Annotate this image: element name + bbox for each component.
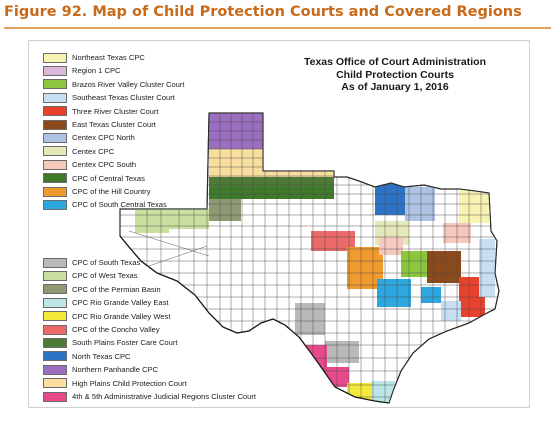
legend-label: South Plains Foster Care Court: [72, 338, 178, 348]
legend-item: South Plains Foster Care Court: [43, 337, 178, 348]
legend-label: CPC of the Hill Country: [72, 187, 151, 196]
legend-item: CPC of Central Texas: [43, 173, 145, 184]
legend-swatch: [43, 79, 67, 90]
legend-item: North Texas CPC: [43, 351, 131, 362]
legend-item: Centex CPC South: [43, 159, 136, 170]
legend-swatch: [43, 199, 67, 210]
legend-item: CPC of South Texas: [43, 257, 140, 268]
legend-swatch: [43, 186, 67, 197]
legend-label: High Plains Child Protection Court: [72, 378, 187, 388]
legend-label: Centex CPC South: [72, 160, 137, 170]
map-frame: Texas Office of Court Administration Chi…: [28, 40, 530, 408]
legend-label: CPC of Central Texas: [72, 173, 145, 183]
region-west-texas: [135, 209, 169, 233]
map-heading-line2: Child Protection Courts: [336, 68, 454, 81]
legend-item: Three River Cluster Court: [43, 106, 159, 117]
legend-item: Region 1 CPC: [43, 65, 121, 76]
legend-item: Brazos River Valley Cluster Court: [43, 79, 185, 90]
legend-swatch: [43, 337, 67, 348]
legend-item: CPC of South Central Texas: [43, 199, 167, 210]
title-rule: [4, 27, 551, 29]
legend-label: CPC of South Central Texas: [72, 200, 167, 210]
legend-label: East Texas Cluster Court: [72, 120, 156, 129]
region-concho-valley: [311, 231, 355, 251]
legend-item: CPC of the Concho Valley: [43, 324, 160, 335]
figure-title: Figure 92. Map of Child Protection Court…: [4, 4, 522, 20]
legend-swatch: [43, 378, 67, 389]
region-high-plains: [209, 149, 263, 171]
legend-item: East Texas Cluster Court: [43, 119, 156, 130]
map-heading: Texas Office of Court Administration Chi…: [297, 56, 493, 94]
legend-item: CPC of the Hill Country: [43, 186, 151, 197]
legend-swatch: [43, 311, 67, 322]
legend-label: Centex CPC: [72, 146, 115, 156]
rio-grande-border: [119, 235, 390, 404]
legend-label: North Texas CPC: [72, 351, 131, 361]
legend-label: CPC Rio Grande Valley West: [72, 311, 171, 321]
legend-item: Southeast Texas Cluster Court: [43, 92, 175, 103]
legend-label: Northeast Texas CPC: [72, 53, 145, 62]
legend-item: Centex CPC: [43, 146, 114, 157]
legend-swatch: [43, 257, 67, 268]
region-south-central: [377, 279, 411, 307]
legend-label: CPC of the Concho Valley: [72, 325, 160, 334]
legend-swatch: [43, 173, 67, 184]
legend-swatch: [43, 159, 67, 170]
legend-label: Brazos River Valley Cluster Court: [72, 79, 185, 89]
legend-swatch: [43, 106, 67, 117]
region-brazos-river: [401, 251, 427, 277]
legend-label: CPC of West Texas: [72, 271, 138, 281]
legend-label: Region 1 CPC: [72, 66, 121, 76]
legend-label: Southeast Texas Cluster Court: [72, 93, 175, 103]
legend-swatch: [43, 65, 67, 76]
legend-item: Centex CPC North: [43, 132, 135, 143]
legend-item: High Plains Child Protection Court: [43, 378, 187, 389]
legend-item: CPC Rio Grande Valley West: [43, 311, 170, 322]
map-heading-line3: As of January 1, 2016: [341, 81, 449, 93]
legend-item: Northeast Texas CPC: [43, 52, 145, 63]
legend-swatch: [43, 132, 67, 143]
legend-item: Northern Panhandle CPC: [43, 364, 158, 375]
legend-swatch: [43, 92, 67, 103]
region-northeast-texas: [459, 189, 491, 223]
legend-swatch: [43, 297, 67, 308]
region-permian-basin: [209, 199, 241, 221]
legend-swatch: [43, 119, 67, 130]
legend-swatch: [43, 52, 67, 63]
region-4th-5th: [305, 345, 327, 389]
legend-swatch: [43, 146, 67, 157]
legend-item: 4th & 5th Administrative Judicial Region…: [43, 391, 256, 402]
legend-swatch: [43, 364, 67, 375]
legend-item: CPC of West Texas: [43, 270, 138, 281]
legend-label: CPC Rio Grande Valley East: [72, 298, 169, 308]
legend-swatch: [43, 270, 67, 281]
region-southeast-texas: [479, 239, 495, 297]
legend-item: CPC of the Permian Basin: [43, 284, 161, 295]
legend-swatch: [43, 391, 67, 402]
legend-label: CPC of South Texas: [72, 258, 141, 267]
legend-swatch: [43, 284, 67, 295]
region-south-plains: [209, 177, 334, 187]
legend-item: CPC Rio Grande Valley East: [43, 297, 169, 308]
region-south-texas: [295, 303, 325, 335]
legend-label: CPC of the Permian Basin: [72, 284, 161, 294]
legend-label: Centex CPC North: [72, 133, 135, 143]
legend-swatch: [43, 351, 67, 362]
texas-county-map: [119, 112, 500, 404]
legend-label: Northern Panhandle CPC: [72, 365, 159, 375]
map-heading-line1: Texas Office of Court Administration: [303, 56, 487, 68]
region-east-texas: [427, 251, 461, 283]
legend-label: Three River Cluster Court: [72, 106, 159, 116]
legend-label: 4th & 5th Administrative Judicial Region…: [72, 392, 257, 401]
legend-swatch: [43, 324, 67, 335]
region-rgv-east: [371, 381, 395, 403]
